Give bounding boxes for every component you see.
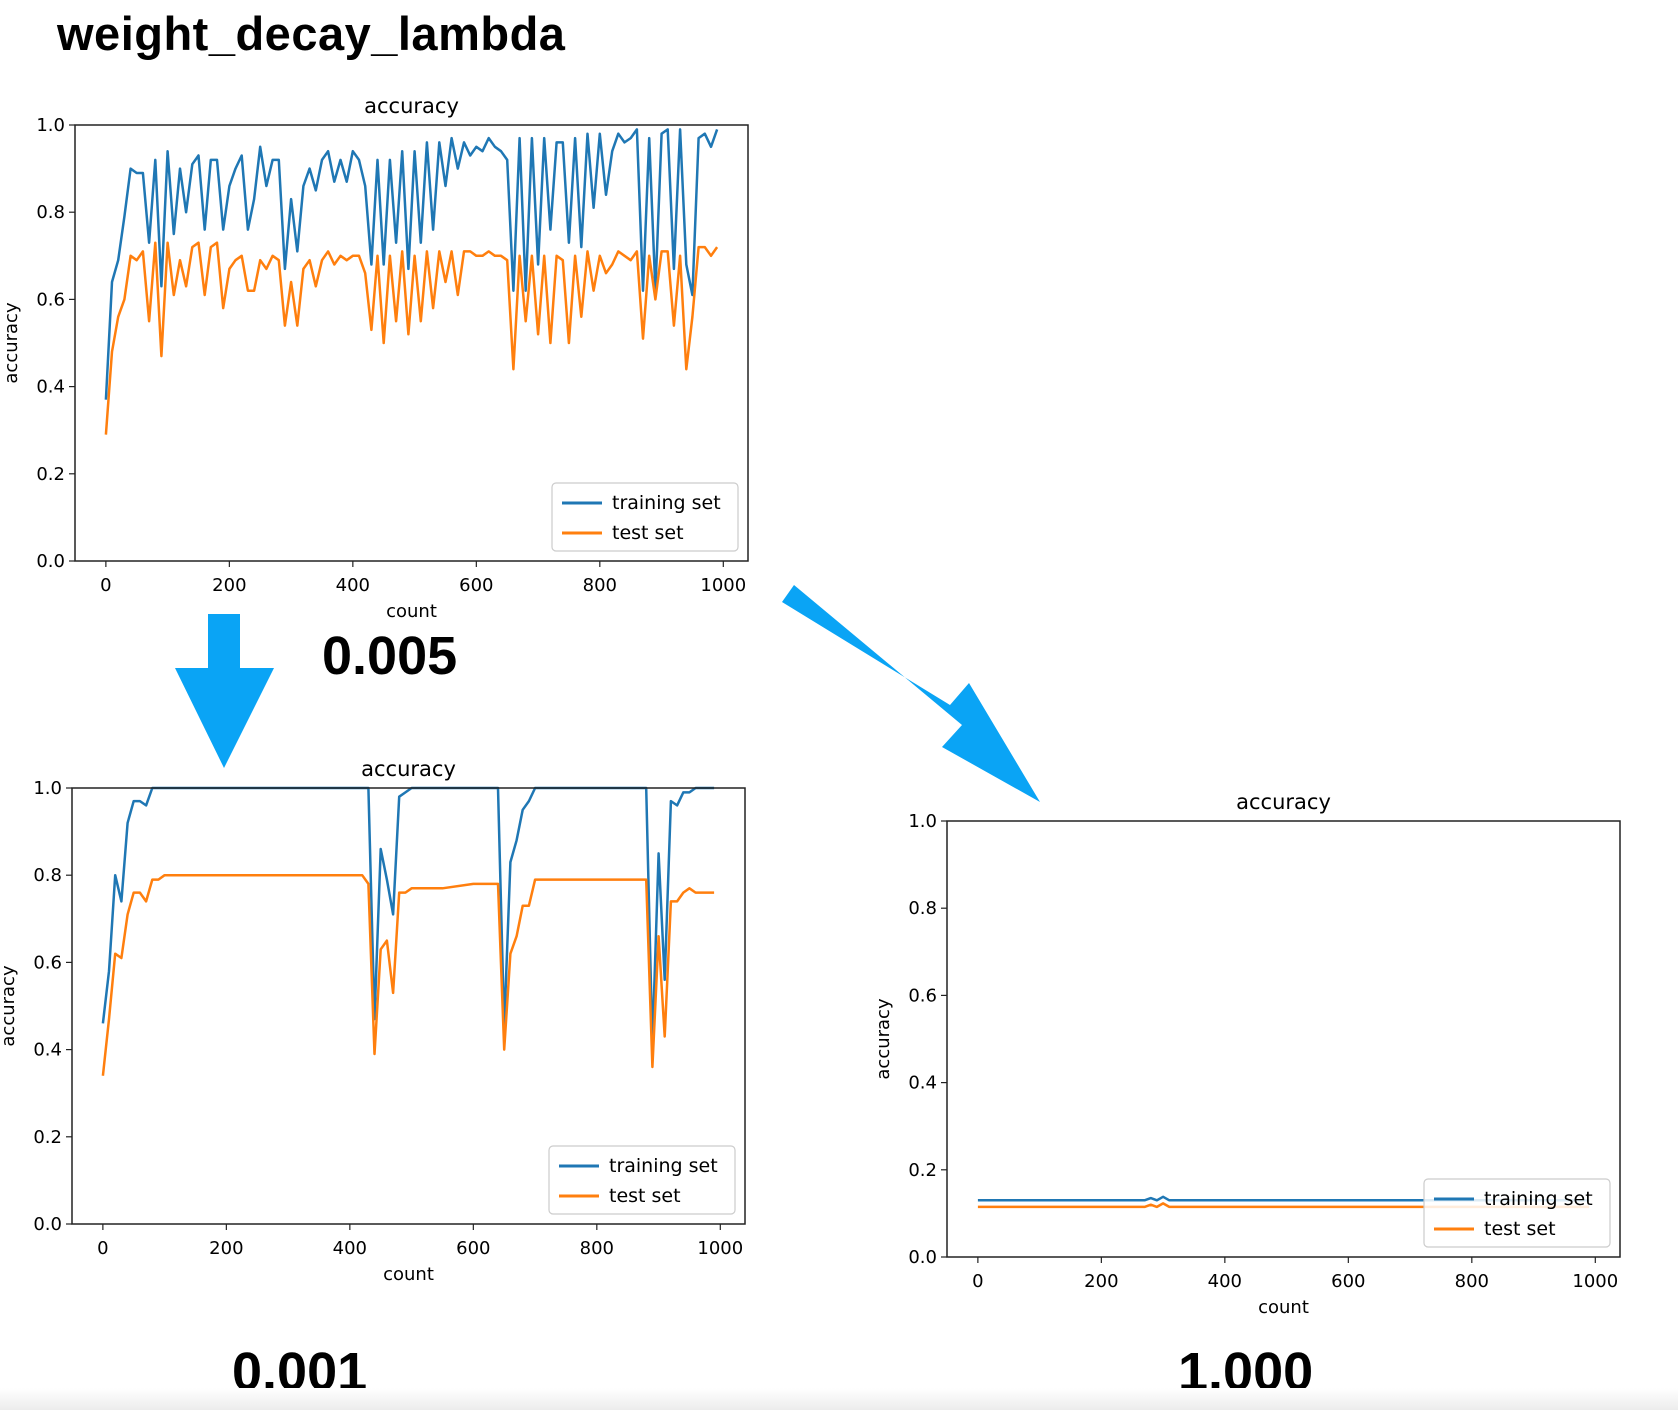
page-heading: weight_decay_lambda	[57, 7, 566, 60]
plot-frame	[74, 124, 749, 562]
y-tick-label: 0.4	[36, 377, 65, 398]
y-tick-label: 0.2	[36, 464, 65, 485]
x-tick-label: 800	[580, 1238, 614, 1259]
x-tick-label: 200	[209, 1238, 243, 1259]
y-tick-label: 0.8	[36, 202, 65, 223]
y-tick-label: 0.2	[33, 1127, 62, 1148]
y-axis-label: accuracy	[1, 302, 22, 384]
y-tick-label: 0.0	[33, 1214, 62, 1235]
x-tick-label: 400	[1208, 1271, 1242, 1292]
arrow-down-shape	[175, 614, 274, 768]
accuracy-chart: accuracy 0 200 400 600 800 1000 0.0 0.2 0.4 0.6 0.8…	[1, 94, 749, 622]
x-tick-label: 0	[972, 1271, 983, 1292]
x-tick-label: 600	[1331, 1271, 1365, 1292]
x-tick-label: 600	[456, 1238, 490, 1259]
x-tick-label: 0	[100, 575, 111, 596]
y-tick-label: 0.6	[908, 985, 937, 1006]
y-tick-label: 0.6	[36, 289, 65, 310]
x-tick-label: 1000	[697, 1238, 743, 1259]
x-tick-label: 800	[1455, 1271, 1489, 1292]
accuracy-chart: accuracy 0 200 400 600 800 1000 0.0 0.2 0.4 0.6 0.8…	[873, 790, 1621, 1318]
series-line-test	[101, 873, 715, 1076]
bottom-edge	[0, 1388, 1678, 1410]
lambda-label-0005: 0.005	[322, 626, 458, 686]
chart-lambda-0001: accuracy 0 200 400 600 800 1000 0.0 0.2 0.4 0.6 0.8…	[0, 752, 760, 1292]
legend: training set test set	[548, 1145, 736, 1215]
y-tick-label: 1.0	[36, 115, 65, 136]
x-tick-label: 400	[333, 1238, 367, 1259]
legend-label: training set	[612, 492, 721, 514]
legend-label: test set	[609, 1185, 681, 1207]
x-tick-label: 800	[583, 575, 617, 596]
y-tick-label: 0.0	[908, 1247, 937, 1268]
y-tick-label: 0.8	[908, 898, 937, 919]
chart-title: accuracy	[1236, 790, 1331, 814]
y-axis-label: accuracy	[0, 965, 19, 1047]
y-tick-label: 0.8	[33, 865, 62, 886]
y-tick-label: 0.2	[908, 1160, 937, 1181]
x-tick-label: 1000	[700, 575, 746, 596]
y-tick-label: 0.4	[908, 1073, 937, 1094]
plot-frame	[946, 820, 1621, 1258]
x-tick-label: 200	[1084, 1271, 1118, 1292]
series-line-training	[101, 786, 715, 1047]
chart-title: accuracy	[364, 94, 459, 118]
x-tick-label: 200	[212, 575, 246, 596]
y-axis-label: accuracy	[873, 998, 894, 1080]
x-tick-label: 600	[459, 575, 493, 596]
legend-label: training set	[609, 1155, 718, 1177]
legend-label: test set	[612, 522, 684, 544]
x-axis-label: count	[386, 601, 437, 622]
arrow-diagonal-shape	[782, 585, 1040, 802]
legend: training set test set	[551, 482, 739, 552]
x-tick-label: 0	[97, 1238, 108, 1259]
accuracy-chart: accuracy 0 200 400 600 800 1000 0.0 0.2 0.4 0.6 0.8…	[0, 757, 746, 1285]
x-axis-label: count	[383, 1264, 434, 1285]
x-axis-label: count	[1258, 1297, 1309, 1318]
x-tick-label: 1000	[1572, 1271, 1618, 1292]
y-tick-label: 1.0	[33, 778, 62, 799]
y-tick-label: 0.4	[33, 1040, 62, 1061]
y-tick-label: 0.0	[36, 551, 65, 572]
series-line-training	[104, 128, 719, 400]
chart-title: accuracy	[361, 757, 456, 781]
y-tick-label: 1.0	[908, 811, 937, 832]
y-tick-label: 0.6	[33, 952, 62, 973]
legend-label: training set	[1484, 1188, 1593, 1210]
plot-frame	[71, 787, 746, 1225]
series-line-test	[104, 241, 719, 435]
chart-lambda-0005: accuracy 0 200 400 600 800 1000 0.0 0.2 0.4 0.6 0.8…	[0, 88, 760, 628]
x-tick-label: 400	[336, 575, 370, 596]
chart-lambda-1000: accuracy 0 200 400 600 800 1000 0.0 0.2 0.4 0.6 0.8…	[872, 786, 1632, 1326]
legend: training set test set	[1423, 1178, 1611, 1248]
legend-label: test set	[1484, 1218, 1556, 1240]
